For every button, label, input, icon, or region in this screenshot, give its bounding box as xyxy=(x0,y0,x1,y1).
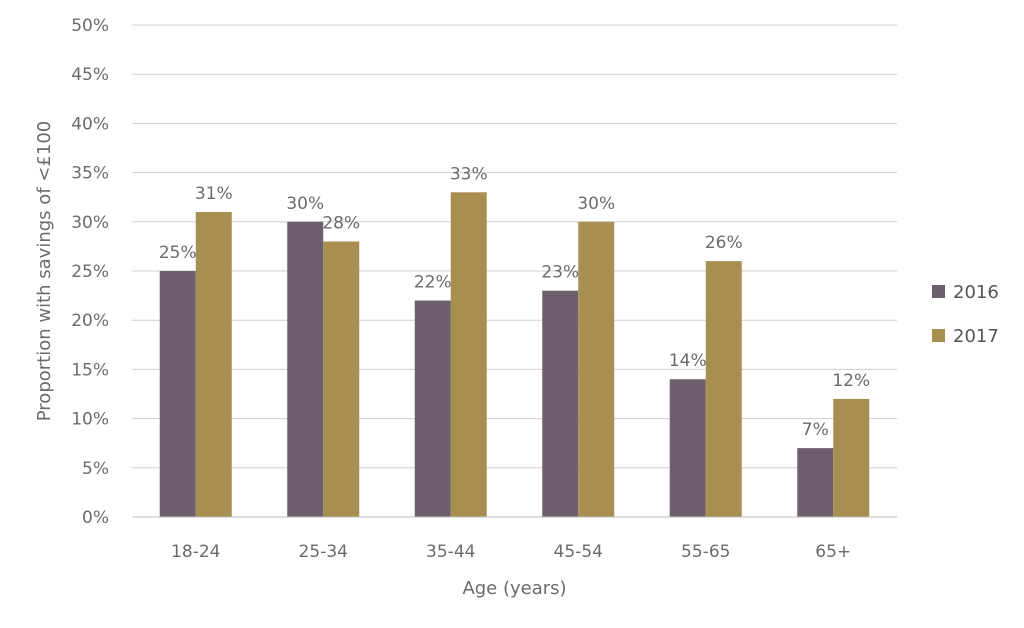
y-tick-label: 20% xyxy=(71,311,109,331)
bar-2017-18-24 xyxy=(195,211,232,517)
bar-2017-65+ xyxy=(833,398,870,517)
bar-2017-45-54 xyxy=(578,221,615,518)
bar-2017-35-44 xyxy=(450,192,487,517)
y-tick-label: 25% xyxy=(71,262,109,282)
bar-2016-25-34 xyxy=(287,221,324,518)
bar-2017-25-34 xyxy=(323,241,360,518)
data-labels: 25%31% 30%28%22%33%23%30%14%26%7%12% xyxy=(159,164,870,440)
bar-2016-65+ xyxy=(797,448,834,517)
y-tick-label: 50% xyxy=(71,16,109,36)
data-label: 22% xyxy=(414,273,452,293)
x-tick-label: 65+ xyxy=(815,542,851,562)
bar-2016-55-65 xyxy=(669,379,706,517)
y-axis-title: Proportion with savings of <£100 xyxy=(34,121,55,421)
x-tick-label: 18-24 xyxy=(171,542,220,562)
legend: 2016 2017 xyxy=(932,282,999,347)
y-tick-label: 35% xyxy=(71,164,109,184)
y-tick-label: 40% xyxy=(71,114,109,134)
x-tick-label: 45-54 xyxy=(554,542,603,562)
legend-swatch-2017 xyxy=(932,329,945,342)
data-label: 25% xyxy=(159,243,197,263)
y-tick-label: 0% xyxy=(82,508,109,528)
data-label: 33% xyxy=(450,164,488,184)
data-label: 7% xyxy=(802,420,829,440)
y-tick-label: 5% xyxy=(82,459,109,479)
data-label: 14% xyxy=(669,351,707,371)
x-tick-label: 35-44 xyxy=(426,542,475,562)
data-label: 12% xyxy=(832,371,870,391)
legend-label-2016: 2016 xyxy=(953,282,999,303)
data-label: 31% xyxy=(195,184,233,204)
y-tick-label: 10% xyxy=(71,410,109,430)
x-axis-ticks: 18-24 25-34 35-44 45-54 55-65 65+ xyxy=(171,542,851,562)
gridlines xyxy=(132,24,897,469)
bars xyxy=(159,192,870,518)
data-label: 30% xyxy=(286,194,324,214)
data-label: 28% xyxy=(322,213,360,233)
y-tick-label: 45% xyxy=(71,65,109,85)
y-axis-ticks: 0% 5% 10% 15% 20% 25% 30% 35% 40% 45% 50% xyxy=(71,16,109,528)
legend-swatch-2016 xyxy=(932,285,945,298)
bar-2016-45-54 xyxy=(542,290,579,517)
bar-2017-55-65 xyxy=(705,261,742,517)
data-label: 26% xyxy=(705,233,743,253)
legend-label-2017: 2017 xyxy=(953,326,999,347)
x-tick-label: 25-34 xyxy=(299,542,348,562)
y-tick-label: 15% xyxy=(71,360,109,380)
data-label: 30% xyxy=(577,194,615,214)
x-tick-label: 55-65 xyxy=(681,542,730,562)
data-label: 23% xyxy=(541,263,579,283)
x-axis-title: Age (years) xyxy=(462,578,566,599)
bar-2016-18-24 xyxy=(159,271,196,517)
y-tick-label: 30% xyxy=(71,213,109,233)
bar-2016-35-44 xyxy=(414,300,451,517)
